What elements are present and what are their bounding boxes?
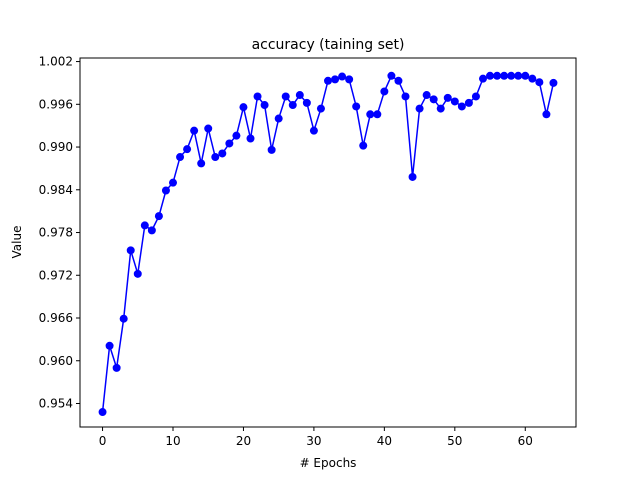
data-point xyxy=(500,71,509,80)
data-point xyxy=(176,153,185,162)
x-tick-label: 0 xyxy=(99,434,107,448)
data-point xyxy=(345,75,354,84)
data-point xyxy=(479,74,487,83)
data-point xyxy=(302,98,311,107)
data-point xyxy=(147,226,156,235)
data-point xyxy=(542,110,551,119)
y-tick-label: 1.002 xyxy=(39,55,73,69)
data-point xyxy=(380,87,389,96)
y-tick-label: 0.990 xyxy=(39,140,73,154)
data-point xyxy=(218,149,227,158)
data-point xyxy=(464,98,473,107)
y-tick-label: 0.960 xyxy=(39,354,73,368)
data-point xyxy=(429,95,438,104)
data-point xyxy=(161,186,170,195)
data-point xyxy=(140,221,149,230)
chart-title: accuracy (taining set) xyxy=(252,37,405,53)
data-point xyxy=(507,71,516,80)
data-point xyxy=(324,76,332,85)
x-tick-label: 60 xyxy=(518,434,533,448)
x-tick-label: 10 xyxy=(165,434,180,448)
data-point xyxy=(190,126,199,135)
data-point xyxy=(471,92,480,101)
data-point xyxy=(457,102,466,111)
plot-area xyxy=(98,71,558,417)
data-point xyxy=(105,341,114,350)
data-point xyxy=(514,71,523,80)
x-tick-label: 30 xyxy=(306,434,321,448)
data-point xyxy=(267,145,276,154)
data-point xyxy=(295,91,304,100)
data-point xyxy=(387,71,396,80)
data-point xyxy=(133,269,142,278)
data-point xyxy=(521,71,530,80)
data-point xyxy=(225,139,234,148)
data-point xyxy=(98,408,107,417)
data-point xyxy=(450,97,459,106)
plot-frame xyxy=(79,57,577,428)
data-point xyxy=(239,103,248,112)
data-point xyxy=(331,75,340,84)
data-point xyxy=(443,93,452,102)
data-point xyxy=(415,104,424,113)
data-point xyxy=(204,124,213,133)
data-point xyxy=(493,71,502,80)
data-point xyxy=(359,141,368,150)
data-point xyxy=(316,104,325,113)
data-point xyxy=(338,72,347,81)
data-point xyxy=(126,246,135,255)
data-point xyxy=(373,110,382,119)
y-tick-label: 0.954 xyxy=(39,396,73,410)
data-point xyxy=(183,145,192,154)
y-axis: 0.954 0.960 0.966 0.972 0.978 0.984 0.990 0.996… xyxy=(39,55,80,410)
data-point xyxy=(486,71,495,80)
data-point xyxy=(309,126,318,135)
data-point xyxy=(288,101,297,110)
x-axis-label: # Epochs xyxy=(300,456,357,470)
data-point xyxy=(119,314,128,323)
y-tick-label: 0.972 xyxy=(39,268,73,282)
data-point xyxy=(366,110,375,119)
y-tick-label: 0.984 xyxy=(39,183,73,197)
data-point xyxy=(408,172,417,181)
data-point xyxy=(232,131,241,140)
data-point xyxy=(281,92,290,101)
data-point xyxy=(422,91,431,100)
data-point xyxy=(549,78,558,87)
data-point xyxy=(246,134,255,143)
data-point xyxy=(352,102,361,111)
data-point xyxy=(112,363,121,372)
data-point xyxy=(528,74,537,83)
x-tick-label: 50 xyxy=(447,434,462,448)
y-tick-label: 0.996 xyxy=(39,97,73,111)
y-tick-label: 0.966 xyxy=(39,311,73,325)
y-axis-label: Value xyxy=(10,226,24,259)
x-axis: 0 10 20 30 40 50 60 xyxy=(99,427,533,448)
x-tick-label: 40 xyxy=(377,434,392,448)
x-tick-label: 20 xyxy=(236,434,251,448)
data-point xyxy=(211,153,220,162)
data-point xyxy=(535,78,544,87)
data-point xyxy=(197,159,206,168)
data-point xyxy=(253,92,262,101)
y-tick-label: 0.978 xyxy=(39,226,73,240)
data-point xyxy=(154,212,163,221)
data-point xyxy=(436,104,445,113)
data-point xyxy=(169,178,177,187)
data-point xyxy=(274,114,283,123)
data-point xyxy=(260,101,269,110)
data-point xyxy=(394,76,403,85)
data-point xyxy=(401,92,410,101)
